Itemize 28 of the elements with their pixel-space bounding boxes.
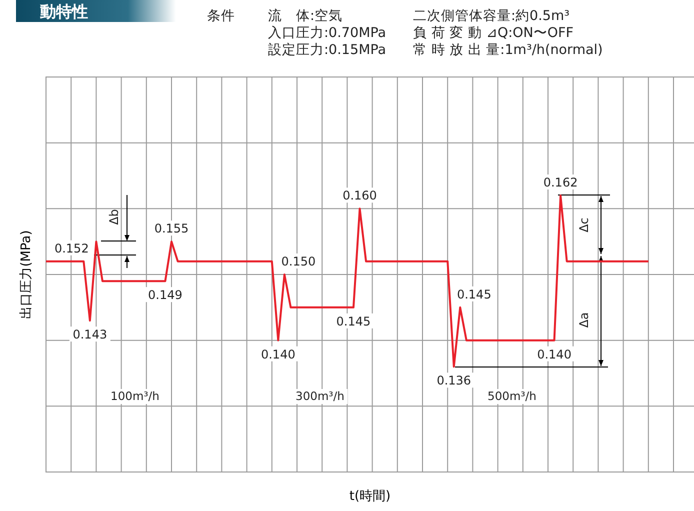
text: 条件: [207, 8, 235, 24]
data-label: 0.160: [342, 188, 377, 203]
x-axis-title: t(時間): [349, 489, 391, 504]
data-label: 0.150: [281, 254, 316, 268]
data-label: 0.152: [54, 241, 89, 256]
data-label: 0.149: [148, 288, 182, 302]
annotation: 300m³/h: [296, 389, 344, 403]
text: 常 時 放 出 量:1m³/h(normal): [413, 42, 603, 58]
y-axis-title: 出口圧力(MPa): [19, 230, 34, 319]
data-label: 0.143: [72, 328, 108, 342]
data-label: 0.140: [537, 347, 572, 362]
annotation: 100m³/h: [110, 389, 160, 403]
annotation: 500m³/h: [488, 389, 536, 403]
annotation: Δa: [577, 312, 591, 328]
data-label: 0.136: [436, 374, 472, 388]
text: 設定圧力:0.15MPa: [268, 42, 386, 58]
data-label: 0.155: [154, 222, 189, 236]
data-label: 0.145: [456, 287, 492, 302]
text: 流 体:空気: [268, 8, 343, 24]
text: 負 荷 変 動 ⊿Q:ON〜OFF: [413, 25, 574, 41]
data-label: 0.145: [336, 314, 371, 328]
chart-title: 動特性: [39, 2, 88, 21]
text: 入口圧力:0.70MPa: [268, 25, 386, 41]
text: 二次側管体容量:約0.5m³: [413, 8, 570, 24]
data-label: 0.162: [543, 176, 578, 190]
annotation: Δb: [107, 209, 121, 225]
data-label: 0.140: [260, 347, 296, 362]
annotation: Δc: [577, 218, 591, 232]
